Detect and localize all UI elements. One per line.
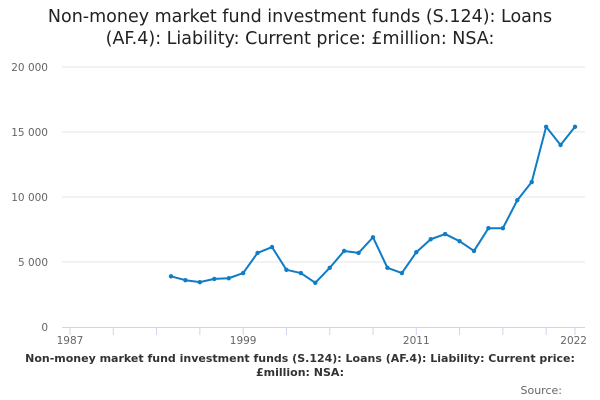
data-point <box>558 142 563 148</box>
x-tick-label: 2011 <box>403 335 430 345</box>
data-point <box>515 198 520 203</box>
y-tick-label: 5 000 <box>18 257 48 269</box>
series-line <box>170 125 576 284</box>
data-point <box>269 244 275 250</box>
data-point <box>370 235 376 240</box>
data-point <box>385 265 390 271</box>
data-point <box>197 279 203 285</box>
data-point <box>572 124 578 129</box>
y-tick-label: 15 000 <box>11 127 48 139</box>
data-point <box>356 250 361 256</box>
data-point <box>414 250 419 255</box>
data-point <box>183 278 188 283</box>
data-point <box>327 265 332 271</box>
data-point <box>313 280 318 285</box>
data-point <box>212 276 217 282</box>
data-point <box>486 226 491 231</box>
y-tick-label: 20 000 <box>11 62 48 74</box>
data-point <box>298 270 304 276</box>
data-point <box>543 124 549 129</box>
data-point <box>168 274 174 279</box>
data-point <box>284 267 289 272</box>
data-point <box>471 248 477 254</box>
data-point <box>500 226 506 231</box>
source-label: Source: <box>520 384 563 397</box>
data-point <box>529 179 534 185</box>
data-point <box>255 250 260 256</box>
y-tick-label: 0 <box>41 322 48 334</box>
chart-title: Non-money market fund investment funds (… <box>47 7 553 49</box>
x-tick-label: 2022 <box>560 335 587 345</box>
data-point <box>226 276 231 281</box>
data-point <box>240 270 246 276</box>
line-chart: 0 5 000 10 000 15 000 20 000 1987 1999 2011 2022 <box>11 62 587 345</box>
x-tick-label: 1987 <box>57 335 84 345</box>
x-tick-label: 1999 <box>230 335 257 345</box>
data-point <box>457 239 462 244</box>
data-point <box>399 270 405 276</box>
legend-entry: Non-money market fund investment funds (… <box>25 352 575 379</box>
y-tick-label: 10 000 <box>11 192 48 204</box>
data-point <box>341 248 347 254</box>
data-point <box>428 237 433 242</box>
data-point <box>442 231 448 237</box>
